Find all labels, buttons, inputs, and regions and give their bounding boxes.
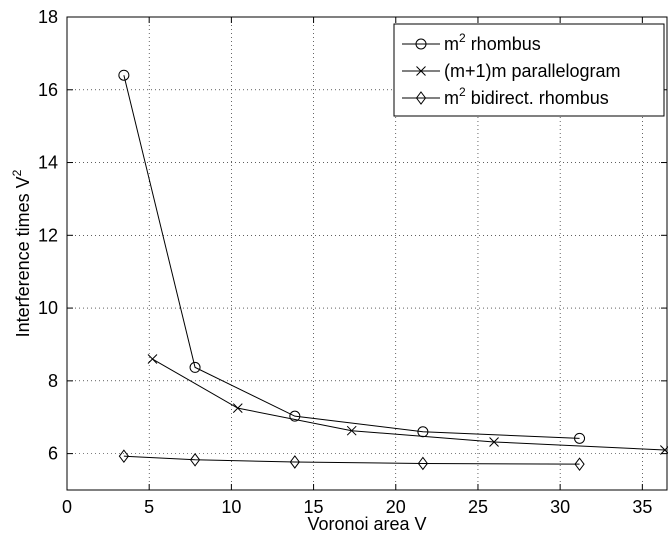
data-point — [417, 456, 429, 471]
series-line — [123, 75, 580, 439]
data-point — [232, 403, 243, 413]
data-point — [189, 452, 201, 467]
legend-entry: m2 rhombus — [402, 31, 541, 54]
y-tick-label: 18 — [38, 7, 58, 27]
y-tick-label: 8 — [48, 371, 58, 391]
legend-marker — [415, 91, 427, 105]
series-2 — [147, 354, 668, 455]
x-tick-label: 20 — [386, 497, 406, 517]
legend-box — [393, 23, 665, 117]
axis-ticks: 0 5 10 15 20 25 30 35 6 8 10 12 14 16 18 — [38, 7, 667, 517]
x-tick-label: 15 — [304, 497, 324, 517]
data-point — [147, 354, 158, 364]
data-point — [118, 69, 130, 81]
series-line — [123, 455, 580, 465]
y-tick-label: 6 — [48, 444, 58, 464]
legend-label-main: m — [444, 88, 459, 108]
legend-label: m2 rhombus — [444, 31, 541, 54]
data-point — [574, 432, 586, 444]
x-axis-label: Voronoi area V — [307, 514, 426, 534]
y-axis-label-main: Interference times V — [13, 176, 33, 337]
legend-entry: m2 bidirect. rhombus — [402, 85, 609, 108]
x-tick-label: 10 — [221, 497, 241, 517]
y-tick-label: 12 — [38, 225, 58, 245]
x-tick-label: 35 — [632, 497, 652, 517]
series-1 — [118, 69, 586, 444]
y-axis-label-superscript: 2 — [10, 169, 24, 176]
plot-frame — [66, 16, 668, 491]
series-3 — [118, 449, 585, 472]
y-tick-label: 10 — [38, 298, 58, 318]
data-point — [189, 361, 201, 373]
data-point — [574, 457, 585, 472]
legend-label-rest: rhombus — [466, 34, 541, 54]
legend-label-superscript: 2 — [459, 85, 466, 99]
series-layer — [118, 69, 668, 472]
data-point — [489, 437, 499, 447]
y-tick-label: 14 — [38, 153, 58, 173]
x-tick-label: 30 — [550, 497, 570, 517]
legend-label: m2 bidirect. rhombus — [444, 85, 609, 108]
data-point — [118, 449, 130, 463]
x-tick-label: 25 — [468, 497, 488, 517]
legend-label-main: m — [444, 34, 459, 54]
x-tick-label: 5 — [144, 497, 154, 517]
data-point — [346, 425, 357, 436]
legend-marker — [416, 66, 426, 76]
legend-label-rest: bidirect. rhombus — [466, 88, 609, 108]
y-axis-label: Interference times V2 — [10, 169, 33, 337]
legend-label-main: (m+1)m parallelogram — [444, 61, 621, 81]
legend-marker — [415, 38, 427, 50]
series-line — [152, 358, 665, 451]
legend-label-superscript: 2 — [459, 31, 466, 45]
y-tick-label: 16 — [38, 80, 58, 100]
data-point — [289, 410, 301, 422]
legend-entry: (m+1)m parallelogram — [402, 61, 621, 81]
legend-label: (m+1)m parallelogram — [444, 61, 621, 81]
data-point — [289, 455, 300, 469]
x-tick-label: 0 — [62, 497, 72, 517]
